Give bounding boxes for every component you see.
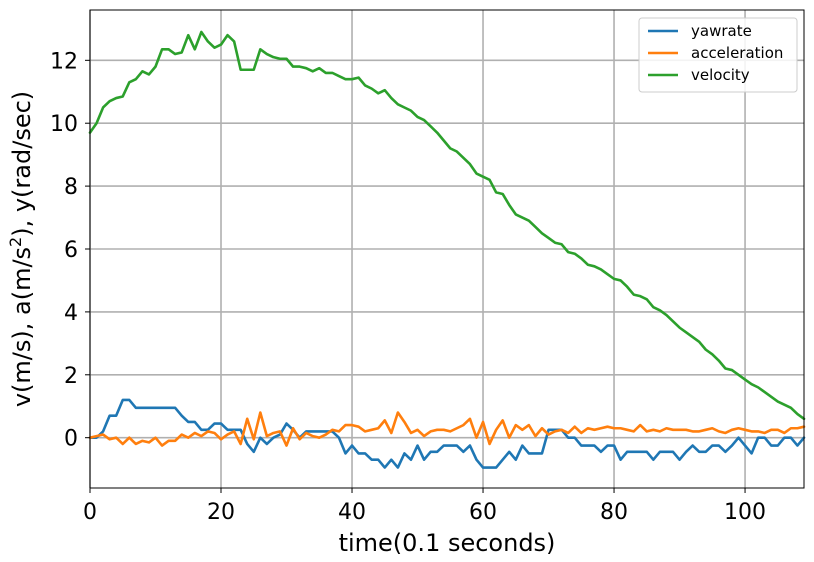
x-axis-label: time(0.1 seconds)	[339, 529, 556, 557]
series-line-acceleration	[88, 411, 806, 447]
x-tick-label: 60	[469, 500, 497, 525]
y-tick-label: 6	[64, 238, 78, 263]
legend-box	[638, 17, 798, 93]
y-tick-label: 10	[50, 112, 78, 137]
y-axis-label-superscript: 2	[6, 237, 25, 247]
x-tick-label: 100	[724, 500, 766, 525]
x-tick-label: 20	[207, 500, 235, 525]
legend-label-acceleration: acceleration	[691, 44, 783, 62]
series-line-velocity	[88, 30, 806, 421]
series-line-yawrate	[88, 398, 806, 469]
y-axis-label-base: v(m/s), a(m/s	[8, 247, 36, 407]
y-axis-ticks: 0 2 4 6 8 10 12	[50, 49, 90, 452]
series-lines	[88, 30, 806, 469]
legend-label-yawrate: yawrate	[691, 22, 752, 40]
y-tick-label: 2	[64, 364, 78, 389]
legend: yawrate acceleration velocity	[638, 17, 798, 93]
x-tick-label: 0	[83, 500, 97, 525]
x-tick-label: 80	[600, 500, 628, 525]
y-axis-label: v(m/s), a(m/s2), y(rad/sec)	[6, 91, 37, 407]
x-tick-label: 40	[338, 500, 366, 525]
y-axis-label-tail: ), y(rad/sec)	[8, 91, 36, 237]
y-tick-label: 12	[50, 49, 78, 74]
legend-label-velocity: velocity	[691, 66, 750, 84]
y-tick-label: 4	[64, 301, 78, 326]
y-tick-label: 0	[64, 427, 78, 452]
y-tick-label: 8	[64, 175, 78, 200]
x-axis-ticks: 0 20 40 60 80 100	[83, 488, 766, 525]
